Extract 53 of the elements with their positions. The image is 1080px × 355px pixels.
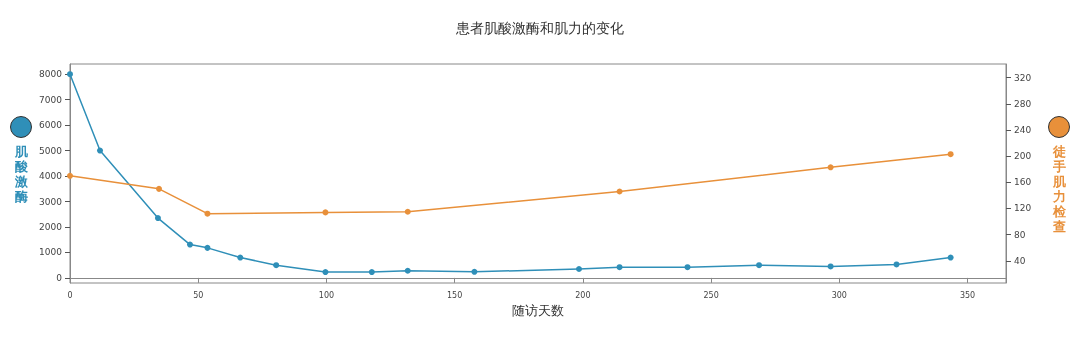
y2-tick-label: 160 (1014, 177, 1032, 188)
point (684, 264, 691, 271)
x-tick-label: 250 (703, 290, 719, 300)
point (756, 262, 763, 269)
point (576, 266, 583, 272)
point (827, 263, 834, 270)
point (616, 188, 623, 195)
point (827, 164, 834, 171)
point (404, 267, 411, 274)
x-tick-label: 100 (318, 290, 335, 300)
point (155, 185, 162, 192)
point (947, 254, 954, 261)
chart-title: 患者肌酸激酶和肌力的变化 (455, 20, 624, 36)
y-tick-label: 6000 (39, 120, 63, 131)
y-tick-label: 5000 (39, 145, 63, 156)
point (97, 147, 103, 154)
x-tick-label: 0 (67, 290, 73, 300)
point (204, 210, 211, 217)
point (616, 264, 623, 271)
point (893, 261, 900, 268)
point (67, 172, 73, 179)
point (322, 209, 329, 216)
y-tick-label: 4000 (39, 171, 63, 182)
point (368, 269, 375, 276)
y-tick-label: 0 (56, 272, 63, 283)
y2-tick-label: 280 (1014, 98, 1032, 109)
point (204, 244, 211, 251)
x-tick-label: 350 (959, 290, 976, 300)
x-tick-label: 200 (575, 290, 591, 300)
y2-axis-title: 徒手肌力检查 (1052, 144, 1066, 234)
y2-tick-label: 200 (1014, 151, 1032, 162)
y-tick-label: 3000 (39, 196, 63, 207)
x-tick-label: 300 (831, 290, 847, 300)
point (471, 268, 478, 275)
x-tick-label: 50 (193, 290, 204, 300)
x-axis-title: 随访天数 (512, 302, 564, 318)
point (154, 215, 161, 222)
y-tick-label: 2000 (39, 221, 63, 232)
y2-tick-label: 240 (1014, 125, 1032, 136)
y2-tick-label: 80 (1014, 229, 1026, 240)
x-tick-label: 150 (447, 290, 463, 300)
y-axis-title: 肌酸激酶 (14, 144, 28, 204)
y-tick-label: 7000 (39, 94, 63, 105)
y-tick-label: 1000 (39, 247, 63, 258)
point (187, 241, 194, 248)
y2-tick-label: 320 (1014, 72, 1032, 83)
point (273, 262, 280, 269)
y2-tick-label: 40 (1014, 255, 1026, 266)
point (322, 269, 329, 276)
y-tick-label: 8000 (39, 69, 63, 80)
point (404, 208, 411, 215)
point (947, 151, 954, 158)
y2-tick-label: 120 (1014, 203, 1032, 214)
